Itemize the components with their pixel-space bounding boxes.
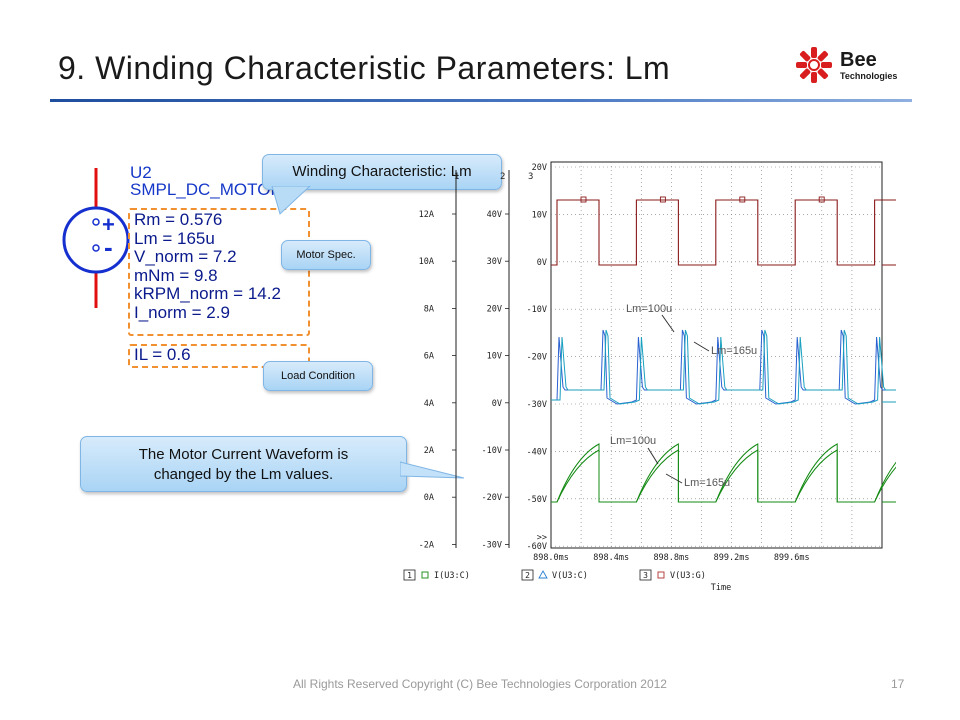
param-inorm: I_norm = 2.9 (134, 302, 230, 322)
axis-id-2: 2 (500, 172, 505, 182)
callout-winding: Winding Characteristic: Lm (262, 154, 502, 190)
gate-marker (739, 196, 746, 203)
axis-id-1: 1 (454, 172, 459, 182)
legend-label: I(U3:C) (434, 571, 470, 581)
load-box (128, 344, 310, 368)
annotation-label: Lm=100u (626, 303, 672, 315)
callout-waveform-line1: The Motor Current Waveform is (138, 446, 349, 463)
axis-id-3: 3 (528, 172, 533, 182)
callout-motor-spec: Motor Spec. (281, 240, 371, 270)
callout-waveform: The Motor Current Waveform is changed by… (80, 436, 407, 492)
gate-marker (659, 196, 666, 203)
series-gate-voltage (551, 199, 896, 266)
callout-winding-text: Winding Characteristic: Lm (292, 163, 472, 180)
x-axis-title: Time (711, 583, 731, 593)
annotation-arrow (665, 473, 683, 484)
plus-sign: + (102, 212, 115, 237)
callout-load-condition: Load Condition (263, 361, 373, 391)
param-mnm: mNm = 9.8 (134, 265, 218, 285)
param-vnorm: V_norm = 7.2 (134, 247, 237, 266)
param-rm: Rm = 0.576 (134, 210, 223, 229)
bee-technologies-logo: Bee Technologies (796, 47, 897, 83)
annotation-label: Lm=100u (610, 435, 656, 447)
component-label: U2 SMPL_DC_MOTOR (130, 164, 283, 198)
axis2-tick-label: -10V (482, 446, 502, 456)
legend-marker (538, 570, 548, 579)
axis1-tick-label: -2A (419, 540, 434, 550)
legend-marker (657, 571, 665, 579)
axis1-tick-label: 6A (424, 352, 434, 362)
x-tick-label: 898.4ms (593, 553, 629, 563)
axis1-tick-label: 4A (424, 399, 434, 409)
logo-mark-icon (796, 47, 832, 83)
annotation-arrow (661, 314, 675, 333)
axis2-tick-label: 30V (487, 257, 502, 267)
gate-marker (580, 196, 587, 203)
waveform-chart: 31 220V10V0V-10V-20V-30V-40V-50V-60V12A10… (403, 161, 896, 593)
plot-frame (550, 161, 883, 549)
footer-copyright: All Rights Reserved Copyright (C) Bee Te… (293, 677, 667, 691)
param-lm: Lm = 165u (134, 228, 215, 248)
axis3-tick-label: 20V (532, 163, 547, 173)
axis3-tick-label: -50V (527, 495, 547, 505)
legend-id: 1 (407, 571, 412, 580)
annotation-label: Lm=165u (684, 477, 730, 489)
axis2-tick-label: 0V (492, 399, 502, 409)
component-model: SMPL_DC_MOTOR (130, 180, 283, 199)
series-current-lm165 (551, 449, 896, 503)
legend-label: V(U3:C) (552, 571, 588, 581)
axis3-tick-label: -20V (527, 353, 547, 363)
legend-marker (421, 571, 429, 579)
axis2-tick-label: 10V (487, 352, 502, 362)
axis1-tick-label: 0A (424, 493, 434, 503)
axis1-tick-label: 2A (424, 446, 434, 456)
axis2-tick-label: -30V (482, 540, 502, 550)
component-ref: U2 (130, 163, 152, 182)
x-tick-label: 898.0ms (533, 553, 569, 563)
gate-marker (818, 196, 825, 203)
axis3-tick-label: -40V (527, 447, 547, 457)
legend-id-box (639, 569, 652, 581)
overflow-marker: >> (537, 533, 547, 543)
slide-title: 9. Winding Characteristic Parameters: Lm (58, 50, 671, 86)
legend-id: 3 (643, 571, 648, 580)
axis3-tick-label: 0V (537, 258, 547, 268)
axis3-tick-label: -60V (527, 542, 547, 552)
axis1-tick-label: 10A (419, 257, 434, 267)
annotation-arrow (647, 447, 659, 465)
param-krpm: kRPM_norm = 14.2 (134, 284, 281, 303)
axis1-tick-label: 8A (424, 304, 434, 314)
axis2-tick-label: 40V (487, 210, 502, 220)
series-current-lm100 (551, 443, 896, 503)
axis2-tick-label: -20V (482, 493, 502, 503)
motor-params-box (128, 208, 310, 336)
annotation-label: Lm=165u (711, 345, 757, 357)
callout-load-condition-text: Load Condition (280, 370, 355, 382)
minus-sign: - (104, 232, 113, 262)
annotation-arrow (693, 341, 710, 352)
axis2-tick-label: 20V (487, 304, 502, 314)
param-list: Rm = 0.576 Lm = 165u V_norm = 7.2 mNm = … (134, 210, 281, 322)
legend-id-box (403, 569, 416, 581)
callout-motor-spec-text: Motor Spec. (296, 249, 356, 261)
x-tick-label: 899.2ms (714, 553, 750, 563)
axis3-tick-label: 10V (532, 210, 547, 220)
callout-waveform-line2: changed by the Lm values. (153, 466, 334, 483)
callout-waveform-tail (400, 461, 465, 479)
legend-label: V(U3:G) (670, 571, 706, 581)
logo-text-bee: Bee (840, 49, 877, 71)
axis3-tick-label: -10V (527, 305, 547, 315)
x-tick-label: 898.8ms (653, 553, 689, 563)
param-il: IL = 0.6 (134, 345, 191, 364)
logo-text-technologies: Technologies (840, 71, 897, 81)
callout-winding-tail (271, 186, 311, 215)
legend-id-box (521, 569, 534, 581)
title-underline (50, 99, 912, 102)
series-voltage-lm165 (551, 329, 896, 405)
axis1-tick-label: 12A (419, 210, 434, 220)
axis3-tick-label: -30V (527, 400, 547, 410)
page-number: 17 (891, 677, 905, 691)
legend-id: 2 (525, 571, 530, 580)
x-tick-label: 899.6ms (774, 553, 810, 563)
